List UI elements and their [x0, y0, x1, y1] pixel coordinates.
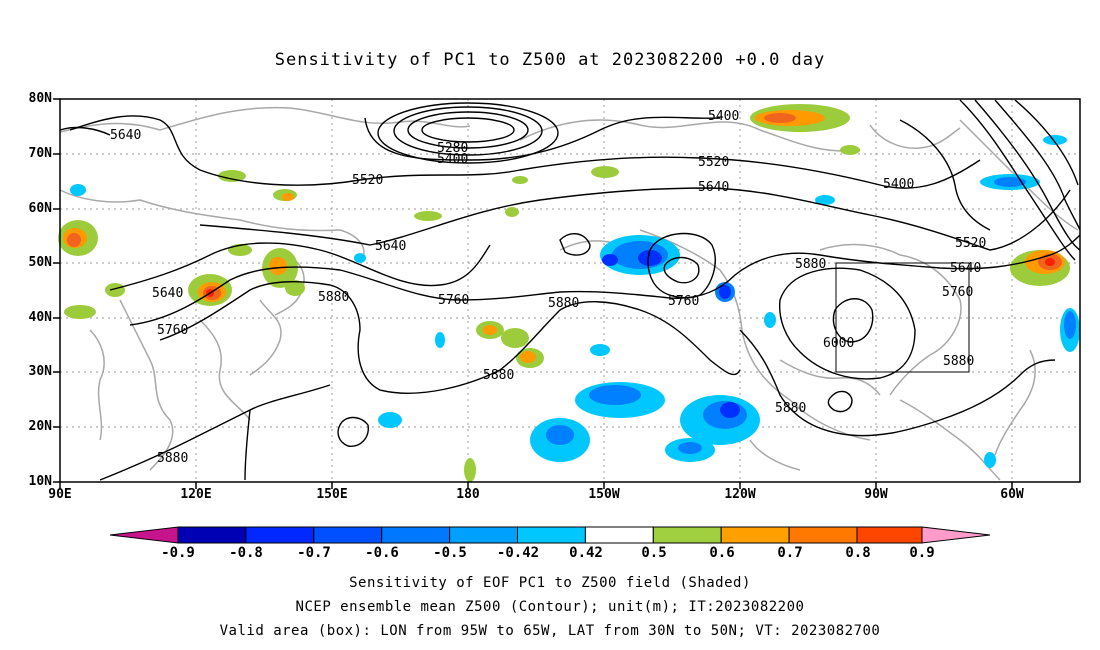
valid-area-box	[835, 262, 970, 373]
colorbar-label: -0.6	[365, 545, 399, 561]
colorbar-label: 0.42	[569, 545, 603, 561]
colorbar-swatch	[449, 526, 519, 544]
colorbar-label: 0.8	[845, 545, 871, 561]
contour-label: 5760	[157, 323, 188, 338]
colorbar	[109, 526, 991, 544]
lon-label: 150W	[588, 487, 620, 502]
lat-label: 10N	[28, 474, 52, 489]
colorbar-extend-low	[109, 526, 179, 544]
contour-label: 5520	[955, 236, 986, 251]
colorbar-label: 0.7	[777, 545, 803, 561]
colorbar-swatch	[584, 526, 654, 544]
contour-label: 5880	[775, 401, 806, 416]
lon-label: 180	[456, 487, 480, 502]
contour-labels: 5640 5280 5400 5520 5400 5520 5640 5400 …	[110, 109, 986, 466]
contour-label: 5400	[883, 177, 914, 192]
lon-label: 90W	[864, 487, 888, 502]
lat-label: 70N	[28, 146, 52, 161]
colorbar-label: 0.5	[641, 545, 667, 561]
map-frame	[59, 98, 1081, 483]
colorbar-swatch	[177, 526, 247, 544]
contour-label: 5520	[352, 173, 383, 188]
contour-label: 5400	[437, 152, 468, 167]
colorbar-label: -0.8	[229, 545, 263, 561]
colorbar-swatch	[788, 526, 858, 544]
contour-label: 5880	[483, 368, 514, 383]
z500-contours	[59, 99, 1081, 481]
colorbar-swatch	[517, 526, 586, 544]
colorbar-swatch	[652, 526, 722, 544]
caption-line-3: Valid area (box): LON from 95W to 65W, L…	[219, 623, 881, 639]
colorbar-swatch	[856, 526, 923, 544]
lon-label: 120E	[180, 487, 212, 502]
lon-label: 60W	[1000, 487, 1024, 502]
colorbar-label: -0.7	[297, 545, 331, 561]
contour-label: 5880	[943, 354, 974, 369]
colorbar-extend-high	[921, 526, 991, 544]
colorbar-swatch	[245, 526, 315, 544]
map-title: Sensitivity of PC1 to Z500 at 2023082200…	[274, 50, 826, 70]
contour-label: 6000	[823, 336, 854, 351]
lon-label: 90E	[48, 487, 72, 502]
colorbar-swatch	[313, 526, 383, 544]
caption-line-1: Sensitivity of EOF PC1 to Z500 field (Sh…	[349, 575, 751, 591]
colorbar-label: -0.9	[161, 545, 195, 561]
contour-label: 5640	[698, 180, 729, 195]
colorbar-label: -0.42	[496, 545, 540, 561]
contour-label: 5400	[708, 109, 739, 124]
contour-label: 5640	[110, 128, 141, 143]
contour-label: 5280	[437, 141, 468, 156]
contour-label: 5640	[950, 261, 981, 276]
contour-label: 5640	[375, 239, 406, 254]
colorbar-label: 0.6	[709, 545, 735, 561]
contour-label: 5880	[795, 257, 826, 272]
lat-label: 40N	[28, 310, 52, 325]
lon-label: 120W	[724, 487, 756, 502]
lat-label: 60N	[28, 201, 52, 216]
colorbar-swatch	[381, 526, 451, 544]
contour-label: 5880	[548, 296, 579, 311]
contour-label: 5760	[942, 285, 973, 300]
sensitivity-shading	[58, 104, 1080, 482]
lon-label: 150E	[316, 487, 348, 502]
contour-label: 5520	[698, 155, 729, 170]
lat-label: 20N	[28, 419, 52, 434]
lat-label: 50N	[28, 255, 52, 270]
contour-label: 5760	[668, 294, 699, 309]
colorbar-swatch	[720, 526, 790, 544]
contour-label: 5640	[152, 286, 183, 301]
lat-label: 30N	[28, 364, 52, 379]
contour-label: 5760	[438, 293, 469, 308]
colorbar-label: -0.5	[433, 545, 467, 561]
lat-label: 80N	[28, 91, 52, 106]
contour-label: 5880	[157, 451, 188, 466]
caption-line-2: NCEP ensemble mean Z500 (Contour); unit(…	[295, 599, 805, 615]
contour-label: 5880	[318, 290, 349, 305]
colorbar-label: 0.9	[909, 545, 935, 561]
